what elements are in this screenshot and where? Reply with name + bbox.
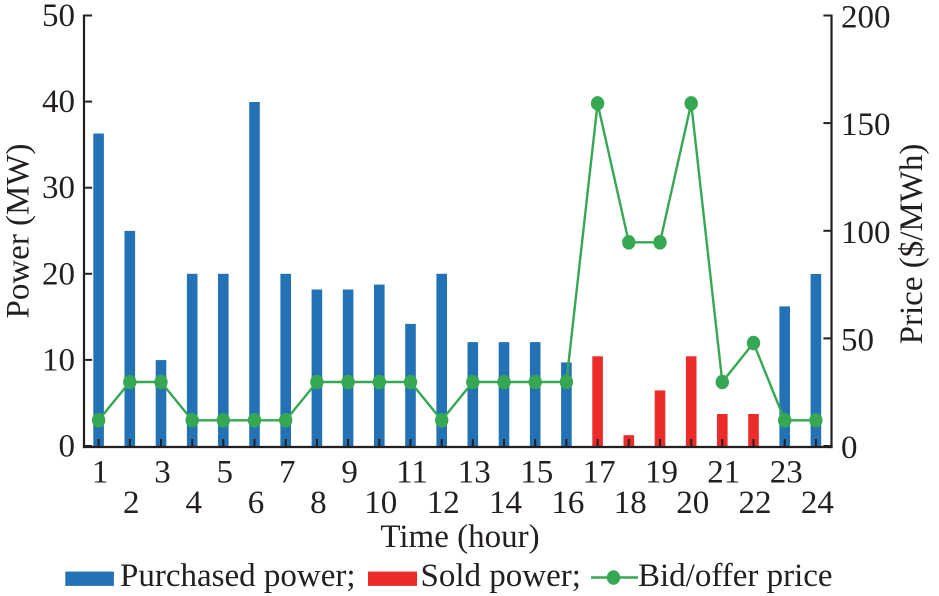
svg-text:0: 0 bbox=[59, 429, 76, 465]
svg-text:12: 12 bbox=[427, 485, 460, 521]
svg-text:0: 0 bbox=[841, 430, 858, 466]
svg-text:1: 1 bbox=[92, 455, 109, 491]
svg-text:40: 40 bbox=[42, 84, 75, 120]
svg-text:Purchased power;: Purchased power; bbox=[120, 558, 356, 594]
svg-text:14: 14 bbox=[489, 485, 522, 521]
svg-text:4: 4 bbox=[185, 485, 202, 521]
svg-text:Price ($/MWh): Price ($/MWh) bbox=[894, 144, 930, 345]
svg-text:150: 150 bbox=[841, 107, 891, 143]
svg-text:11: 11 bbox=[396, 455, 428, 491]
svg-text:24: 24 bbox=[801, 485, 834, 521]
svg-text:50: 50 bbox=[42, 0, 75, 34]
svg-text:100: 100 bbox=[841, 215, 891, 251]
svg-text:22: 22 bbox=[739, 485, 772, 521]
svg-text:10: 10 bbox=[42, 342, 75, 378]
svg-text:3: 3 bbox=[154, 455, 171, 491]
svg-text:Sold power;: Sold power; bbox=[421, 558, 581, 594]
svg-text:50: 50 bbox=[841, 322, 874, 358]
svg-text:19: 19 bbox=[645, 455, 678, 491]
svg-text:200: 200 bbox=[841, 0, 891, 36]
svg-text:20: 20 bbox=[676, 485, 709, 521]
svg-text:7: 7 bbox=[279, 455, 296, 491]
svg-text:30: 30 bbox=[42, 170, 75, 206]
svg-text:2: 2 bbox=[123, 485, 140, 521]
svg-text:17: 17 bbox=[583, 455, 616, 491]
svg-text:20: 20 bbox=[42, 256, 75, 292]
svg-text:13: 13 bbox=[458, 455, 491, 491]
svg-text:15: 15 bbox=[520, 455, 553, 491]
svg-text:23: 23 bbox=[770, 455, 803, 491]
svg-text:18: 18 bbox=[614, 485, 647, 521]
svg-text:Power (MW): Power (MW) bbox=[1, 143, 37, 318]
svg-text:5: 5 bbox=[217, 455, 234, 491]
svg-text:16: 16 bbox=[551, 485, 584, 521]
svg-text:Time (hour): Time (hour) bbox=[380, 519, 539, 555]
svg-text:6: 6 bbox=[248, 485, 265, 521]
svg-text:8: 8 bbox=[310, 485, 327, 521]
svg-text:9: 9 bbox=[341, 455, 358, 491]
svg-text:Bid/offer price: Bid/offer price bbox=[638, 558, 833, 594]
svg-text:21: 21 bbox=[707, 455, 740, 491]
svg-text:10: 10 bbox=[364, 485, 397, 521]
